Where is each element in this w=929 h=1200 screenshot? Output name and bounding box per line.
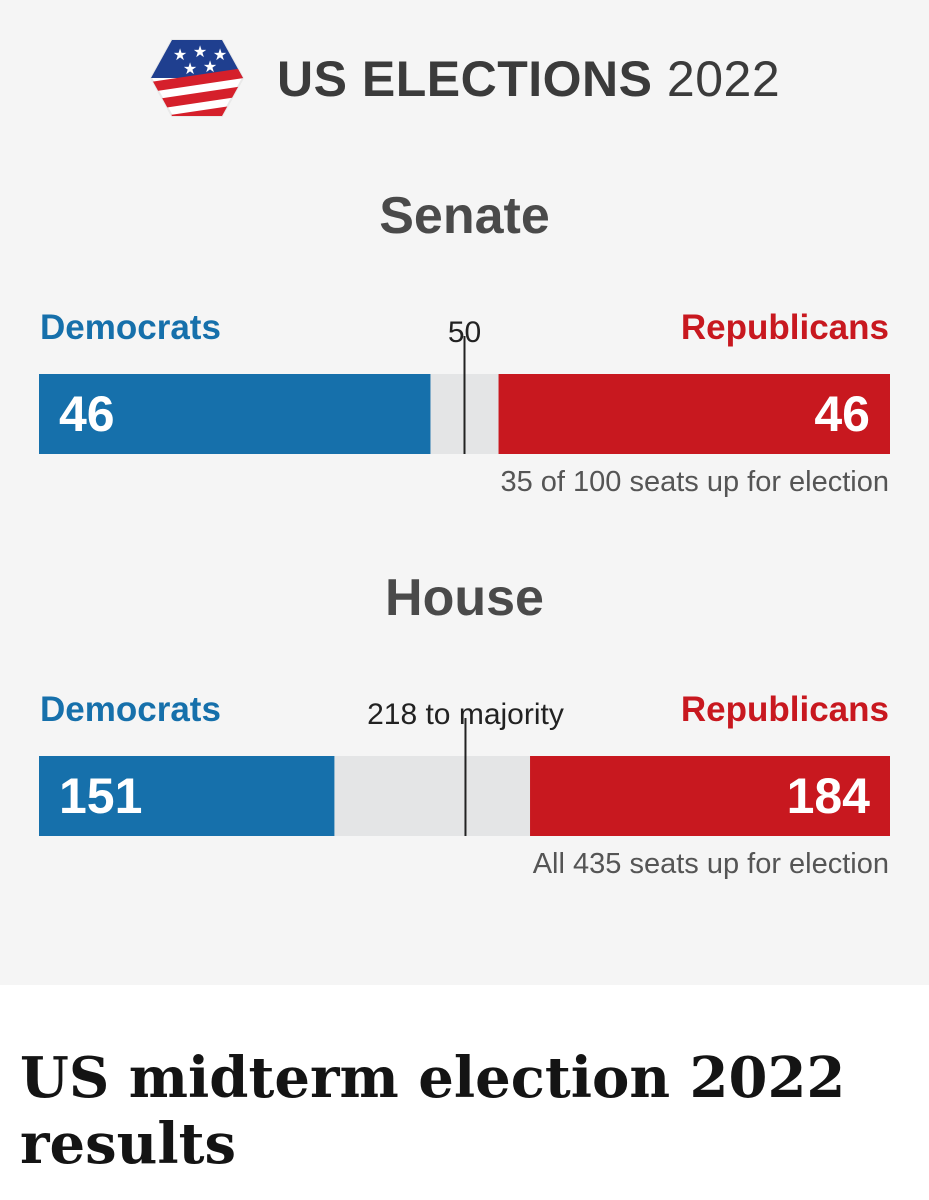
house-title: House [385,569,544,627]
senate-republicans-label: Republicans [680,308,889,347]
svg-text:★: ★ [183,61,197,78]
house-republicans-bar [530,756,890,836]
brand-title-main: US ELECTIONS [277,51,653,107]
svg-text:★: ★ [193,44,207,61]
senate-note: 35 of 100 seats up for election [500,466,889,498]
results-panel: ★ ★ ★ ★ ★ US ELECTIONS 2022 Senate Democ… [0,38,929,880]
house-democrats-bar [39,756,335,836]
house-seat-bar: 151 184 [39,718,890,836]
brand-title: US ELECTIONS 2022 [277,50,780,108]
article-headline: US midterm election 2022 results [20,1045,846,1177]
senate-seat-bar: 46 46 [39,336,890,454]
house-democrats-value: 151 [59,768,142,824]
us-flag-hexagon-icon: ★ ★ ★ ★ ★ [150,39,244,117]
brand-header: ★ ★ ★ ★ ★ US ELECTIONS 2022 [0,38,929,120]
house-republicans-label: Republicans [680,690,889,729]
house-republicans-value: 184 [787,768,871,824]
senate-democrats-label: Democrats [40,308,221,347]
svg-text:★: ★ [173,47,187,64]
house-democrats-label: Democrats [40,690,221,729]
svg-text:★: ★ [203,59,217,76]
house-note: All 435 seats up for election [532,848,889,880]
senate-republicans-bar [498,374,890,454]
svg-text:★: ★ [213,47,227,64]
senate-republicans-value: 46 [814,386,870,442]
senate-democrats-value: 46 [59,386,115,442]
senate-title: Senate [379,187,550,245]
senate-democrats-bar [39,374,431,454]
brand-title-year: 2022 [666,51,781,107]
